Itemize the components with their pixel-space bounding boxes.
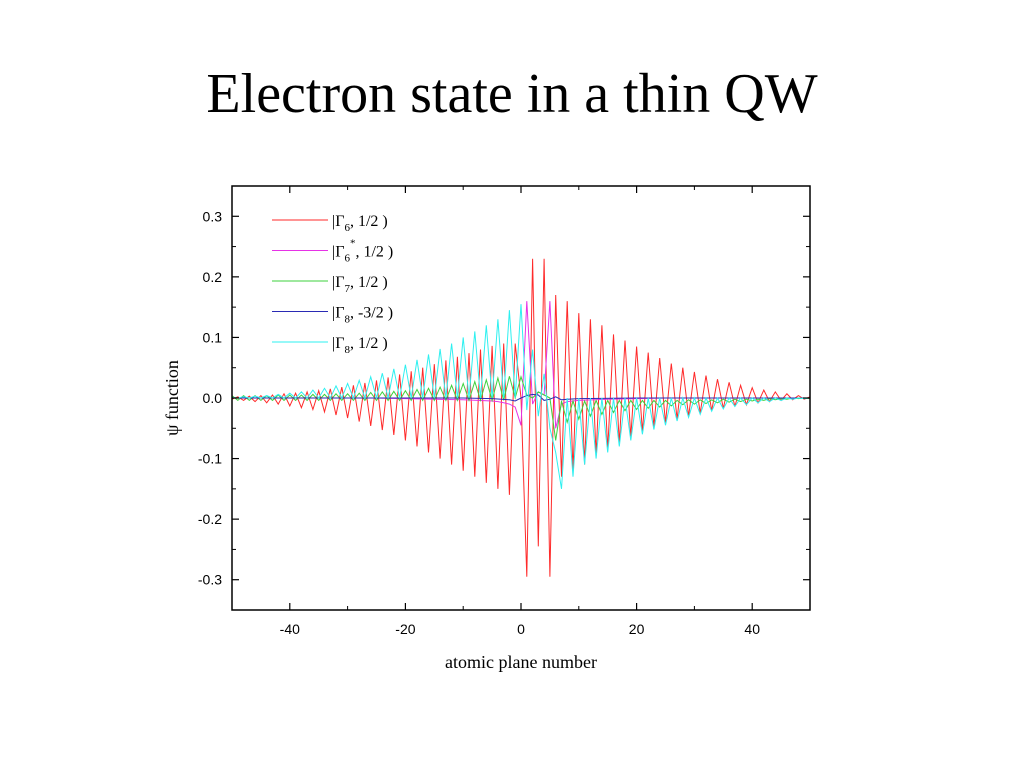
legend-item: |Γ8, -3/2 ): [332, 305, 393, 326]
legend-rep: |Γ: [332, 274, 344, 291]
legend-state: , -3/2 ): [350, 305, 393, 322]
legend-subscript: 6: [344, 253, 350, 265]
ticks-layer: -40 -20 0 20 40 0.3 0.2 0.1 0.0 -0.1 -0.2 -0.3: [198, 185, 811, 637]
y-tick-label: -0.3: [198, 572, 222, 588]
series-line-5: [232, 304, 810, 489]
legend-subscript: 8: [344, 344, 350, 356]
legend-rep: |Γ: [332, 244, 344, 261]
y-tick-label: 0.1: [203, 329, 223, 345]
legend-state: , 1/2 ): [350, 213, 388, 230]
legend-subscript: 8: [344, 314, 350, 326]
legend-rep: |Γ: [332, 335, 344, 352]
x-tick-label: 40: [744, 621, 760, 637]
y-tick-label: 0.3: [203, 208, 223, 224]
legend: |Γ6, 1/2 )|Γ6*, 1/2 )|Γ7, 1/2 )|Γ8, -3/2…: [272, 213, 393, 356]
y-tick-label: 0.2: [203, 269, 223, 285]
series-layer: [232, 258, 810, 577]
legend-rep: |Γ: [332, 305, 344, 322]
y-tick-label: 0.0: [203, 390, 223, 406]
slide-title: Electron state in a thin QW: [206, 63, 818, 125]
legend-state: , 1/2 ): [350, 274, 388, 291]
x-tick-label: 0: [517, 621, 525, 637]
legend-rep: |Γ: [332, 213, 344, 230]
y-axis-label: ψ function: [162, 360, 182, 436]
legend-superscript: *: [350, 238, 356, 250]
legend-item: |Γ7, 1/2 ): [332, 274, 388, 295]
x-tick-label: 20: [629, 621, 645, 637]
legend-subscript: 7: [344, 283, 350, 295]
x-tick-label: -20: [395, 621, 415, 637]
legend-state: , 1/2 ): [355, 244, 393, 261]
y-tick-label: -0.1: [198, 451, 222, 467]
legend-item: |Γ8, 1/2 ): [332, 335, 388, 356]
x-tick-label: -40: [280, 621, 300, 637]
y-tick-label: -0.2: [198, 511, 222, 527]
legend-subscript: 6: [344, 222, 350, 234]
legend-state: , 1/2 ): [350, 335, 388, 352]
legend-item: |Γ6, 1/2 ): [332, 213, 388, 234]
legend-item: |Γ6*, 1/2 ): [332, 238, 393, 265]
x-axis-label: atomic plane number: [445, 652, 597, 672]
